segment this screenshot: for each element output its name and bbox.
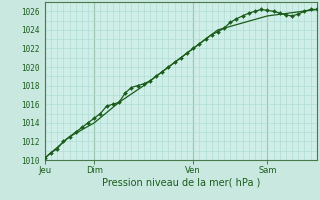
X-axis label: Pression niveau de la mer( hPa ): Pression niveau de la mer( hPa ) (102, 177, 260, 187)
